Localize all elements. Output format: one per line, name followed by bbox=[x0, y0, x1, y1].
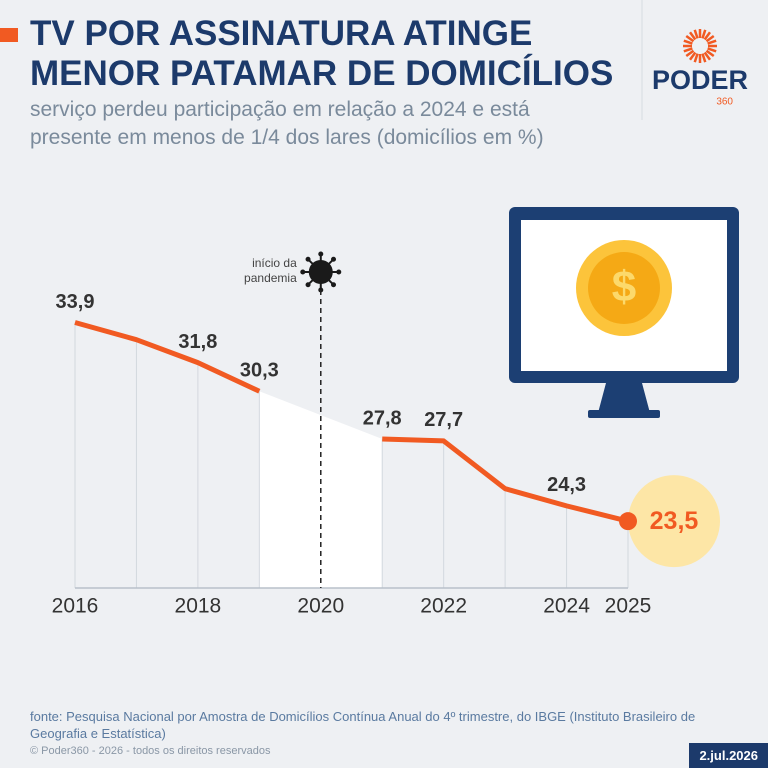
line bbox=[74, 320, 629, 524]
sun-ray bbox=[701, 53, 707, 63]
sun-ray bbox=[688, 51, 697, 61]
value-label: 30,3 bbox=[240, 360, 279, 382]
value-label: 33,9 bbox=[56, 291, 95, 313]
sun-ray bbox=[705, 34, 715, 43]
sun-ray bbox=[703, 31, 712, 41]
x-tick-label: 2024 bbox=[543, 595, 590, 618]
svg-text:$: $ bbox=[612, 263, 636, 312]
sun-ray bbox=[693, 53, 699, 63]
title-marker bbox=[0, 28, 18, 42]
sun-ray bbox=[705, 49, 715, 58]
sun-ray bbox=[685, 34, 695, 43]
virus-body bbox=[308, 260, 333, 284]
value-label: 31,8 bbox=[178, 331, 217, 353]
sun-ray bbox=[683, 39, 693, 45]
virus-tip bbox=[305, 256, 311, 262]
end-point bbox=[619, 512, 637, 531]
virus-tip bbox=[331, 282, 337, 288]
value-label: 27,8 bbox=[363, 407, 402, 429]
x-tick-label: 2020 bbox=[297, 595, 344, 618]
value-label: 27,7 bbox=[424, 409, 463, 431]
copyright: © Poder360 - 2026 - todos os direitos re… bbox=[30, 745, 271, 757]
x-tick-label: 2016 bbox=[52, 595, 99, 618]
virus-tip bbox=[331, 256, 337, 262]
annotation-text: início da bbox=[252, 256, 297, 270]
virus-tip bbox=[336, 269, 342, 275]
sun-ray bbox=[701, 29, 707, 39]
highlight bbox=[628, 475, 720, 568]
sun-ray bbox=[707, 39, 717, 45]
sun-ray bbox=[707, 47, 717, 53]
x-tick-label: 2025 bbox=[605, 595, 652, 618]
virus-tip bbox=[300, 269, 306, 275]
date: 2.jul.2026 bbox=[689, 743, 768, 768]
virus-tip bbox=[318, 251, 324, 257]
source: fonte: Pesquisa Nacional por Amostra de … bbox=[30, 709, 696, 741]
sun-ray bbox=[703, 51, 712, 61]
value-label: 24,3 bbox=[547, 474, 586, 496]
virus-tip bbox=[305, 282, 311, 288]
virus-icon bbox=[300, 251, 342, 293]
x-tick-label: 2018 bbox=[175, 595, 222, 618]
annotation-text: pandemia bbox=[244, 271, 297, 285]
sun-ray bbox=[693, 29, 699, 39]
monitor-icon: $ bbox=[509, 207, 739, 418]
title: TV POR ASSINATURA ATINGE MENOR PATAMAR D… bbox=[30, 14, 614, 93]
sun-ray bbox=[685, 49, 695, 58]
brand-name: PODER bbox=[652, 65, 748, 95]
subtitle: serviço perdeu participação em relação a… bbox=[30, 98, 544, 149]
logo-sun bbox=[683, 29, 717, 63]
x-tick-label: 2022 bbox=[420, 595, 467, 618]
sun-ray bbox=[688, 31, 697, 41]
sun-ray bbox=[683, 47, 693, 53]
value-label: 23,5 bbox=[650, 507, 699, 535]
brand-suffix: 360 bbox=[716, 97, 733, 108]
